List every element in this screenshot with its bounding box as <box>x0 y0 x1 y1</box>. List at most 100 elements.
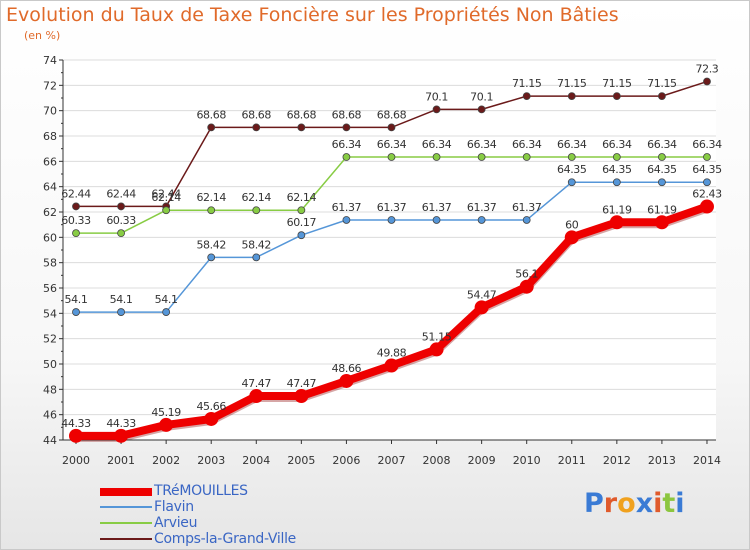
data-point <box>342 216 351 224</box>
y-tick-label: 64 <box>43 181 57 194</box>
data-label: 66.34 <box>692 138 722 151</box>
data-label: 66.34 <box>422 138 452 151</box>
data-point <box>432 105 441 114</box>
data-label: 62.14 <box>151 191 181 204</box>
plot-background <box>63 60 716 440</box>
data-point <box>204 411 219 426</box>
y-tick-label: 54 <box>43 307 57 320</box>
data-label: 54.47 <box>467 288 497 301</box>
logo-letter: i <box>653 488 663 519</box>
y-tick-label: 74 <box>43 54 57 67</box>
x-tick-label: 2002 <box>152 454 180 467</box>
data-point <box>252 253 261 262</box>
data-point <box>117 308 125 316</box>
data-point <box>658 92 666 100</box>
data-label: 54.1 <box>65 293 88 306</box>
data-point <box>207 253 216 262</box>
data-label: 62.43 <box>692 188 722 201</box>
data-point <box>654 215 669 230</box>
data-label: 61.37 <box>512 201 542 214</box>
x-tick-label: 2009 <box>468 454 496 467</box>
data-label: 44.33 <box>106 417 136 430</box>
legend-label-flavin: Flavin <box>154 499 194 515</box>
data-point <box>432 153 441 161</box>
data-label: 61.37 <box>422 201 452 214</box>
data-point <box>612 178 621 187</box>
x-tick-label: 2001 <box>107 454 135 467</box>
data-point <box>297 231 306 240</box>
y-tick-label: 70 <box>43 105 57 118</box>
legend-label-arvieu: Arvieu <box>154 515 198 531</box>
data-label: 60.33 <box>61 214 91 227</box>
data-point <box>162 308 171 316</box>
data-label: 61.37 <box>377 201 407 214</box>
data-label: 49.88 <box>377 347 407 360</box>
data-label: 68.68 <box>332 108 362 121</box>
data-label: 61.19 <box>647 203 677 216</box>
data-point <box>703 77 711 86</box>
data-point <box>384 358 399 373</box>
data-point <box>159 417 174 432</box>
data-label: 47.47 <box>287 377 317 390</box>
data-point <box>477 216 486 224</box>
logo-letter: i <box>675 488 685 519</box>
data-point <box>477 153 486 161</box>
chart-subtitle: (en %) <box>24 29 61 42</box>
data-label: 68.68 <box>242 108 272 121</box>
data-point <box>612 92 621 100</box>
data-point <box>612 153 621 161</box>
data-label: 60.33 <box>106 214 136 227</box>
data-point <box>252 206 261 215</box>
data-label: 68.68 <box>287 108 317 121</box>
data-point <box>567 178 576 187</box>
data-point <box>69 428 83 443</box>
x-tick-label: 2004 <box>242 454 270 467</box>
data-label: 64.35 <box>602 163 632 176</box>
y-tick-label: 58 <box>43 257 57 270</box>
x-tick-label: 2005 <box>287 454 315 467</box>
legend-label-comps: Comps-la-Grand-Ville <box>154 531 296 547</box>
data-point <box>432 216 441 224</box>
y-tick-label: 72 <box>43 79 57 92</box>
data-point <box>564 230 579 245</box>
data-point <box>252 123 261 132</box>
data-label: 66.34 <box>512 138 542 151</box>
data-point <box>519 279 534 294</box>
data-label: 44.33 <box>61 417 91 430</box>
data-point <box>658 153 666 161</box>
data-point <box>207 206 216 215</box>
data-label: 62.44 <box>151 187 181 200</box>
data-label: 45.19 <box>151 406 181 419</box>
legend-swatch-comps <box>100 538 152 540</box>
data-point <box>72 308 80 316</box>
data-label: 61.37 <box>332 201 362 214</box>
y-tick-label: 60 <box>43 231 57 244</box>
legend-swatch-tremouilles <box>100 488 152 496</box>
data-point <box>567 92 576 100</box>
data-label: 71.15 <box>602 77 632 90</box>
x-tick-label: 2008 <box>423 454 451 467</box>
data-label: 68.68 <box>377 108 407 121</box>
y-tick-label: 52 <box>43 333 57 346</box>
data-point <box>522 216 531 224</box>
data-label: 60 <box>565 218 579 231</box>
x-tick-label: 2014 <box>693 454 721 467</box>
data-point <box>249 389 264 404</box>
data-point <box>339 373 354 388</box>
data-label: 66.34 <box>467 138 497 151</box>
y-tick-label: 44 <box>43 434 57 447</box>
legend-swatch-flavin <box>100 506 152 508</box>
data-label: 66.34 <box>332 138 362 151</box>
y-tick-label: 48 <box>43 383 57 396</box>
data-point <box>387 216 396 224</box>
data-label: 56.1 <box>515 268 538 281</box>
data-label: 64.35 <box>557 163 587 176</box>
data-point <box>294 389 309 404</box>
data-point <box>567 153 576 161</box>
data-label: 54.1 <box>155 293 178 306</box>
data-point <box>72 202 80 211</box>
y-tick-label: 46 <box>43 409 57 422</box>
data-point <box>522 153 531 161</box>
data-label: 62.14 <box>287 191 317 204</box>
